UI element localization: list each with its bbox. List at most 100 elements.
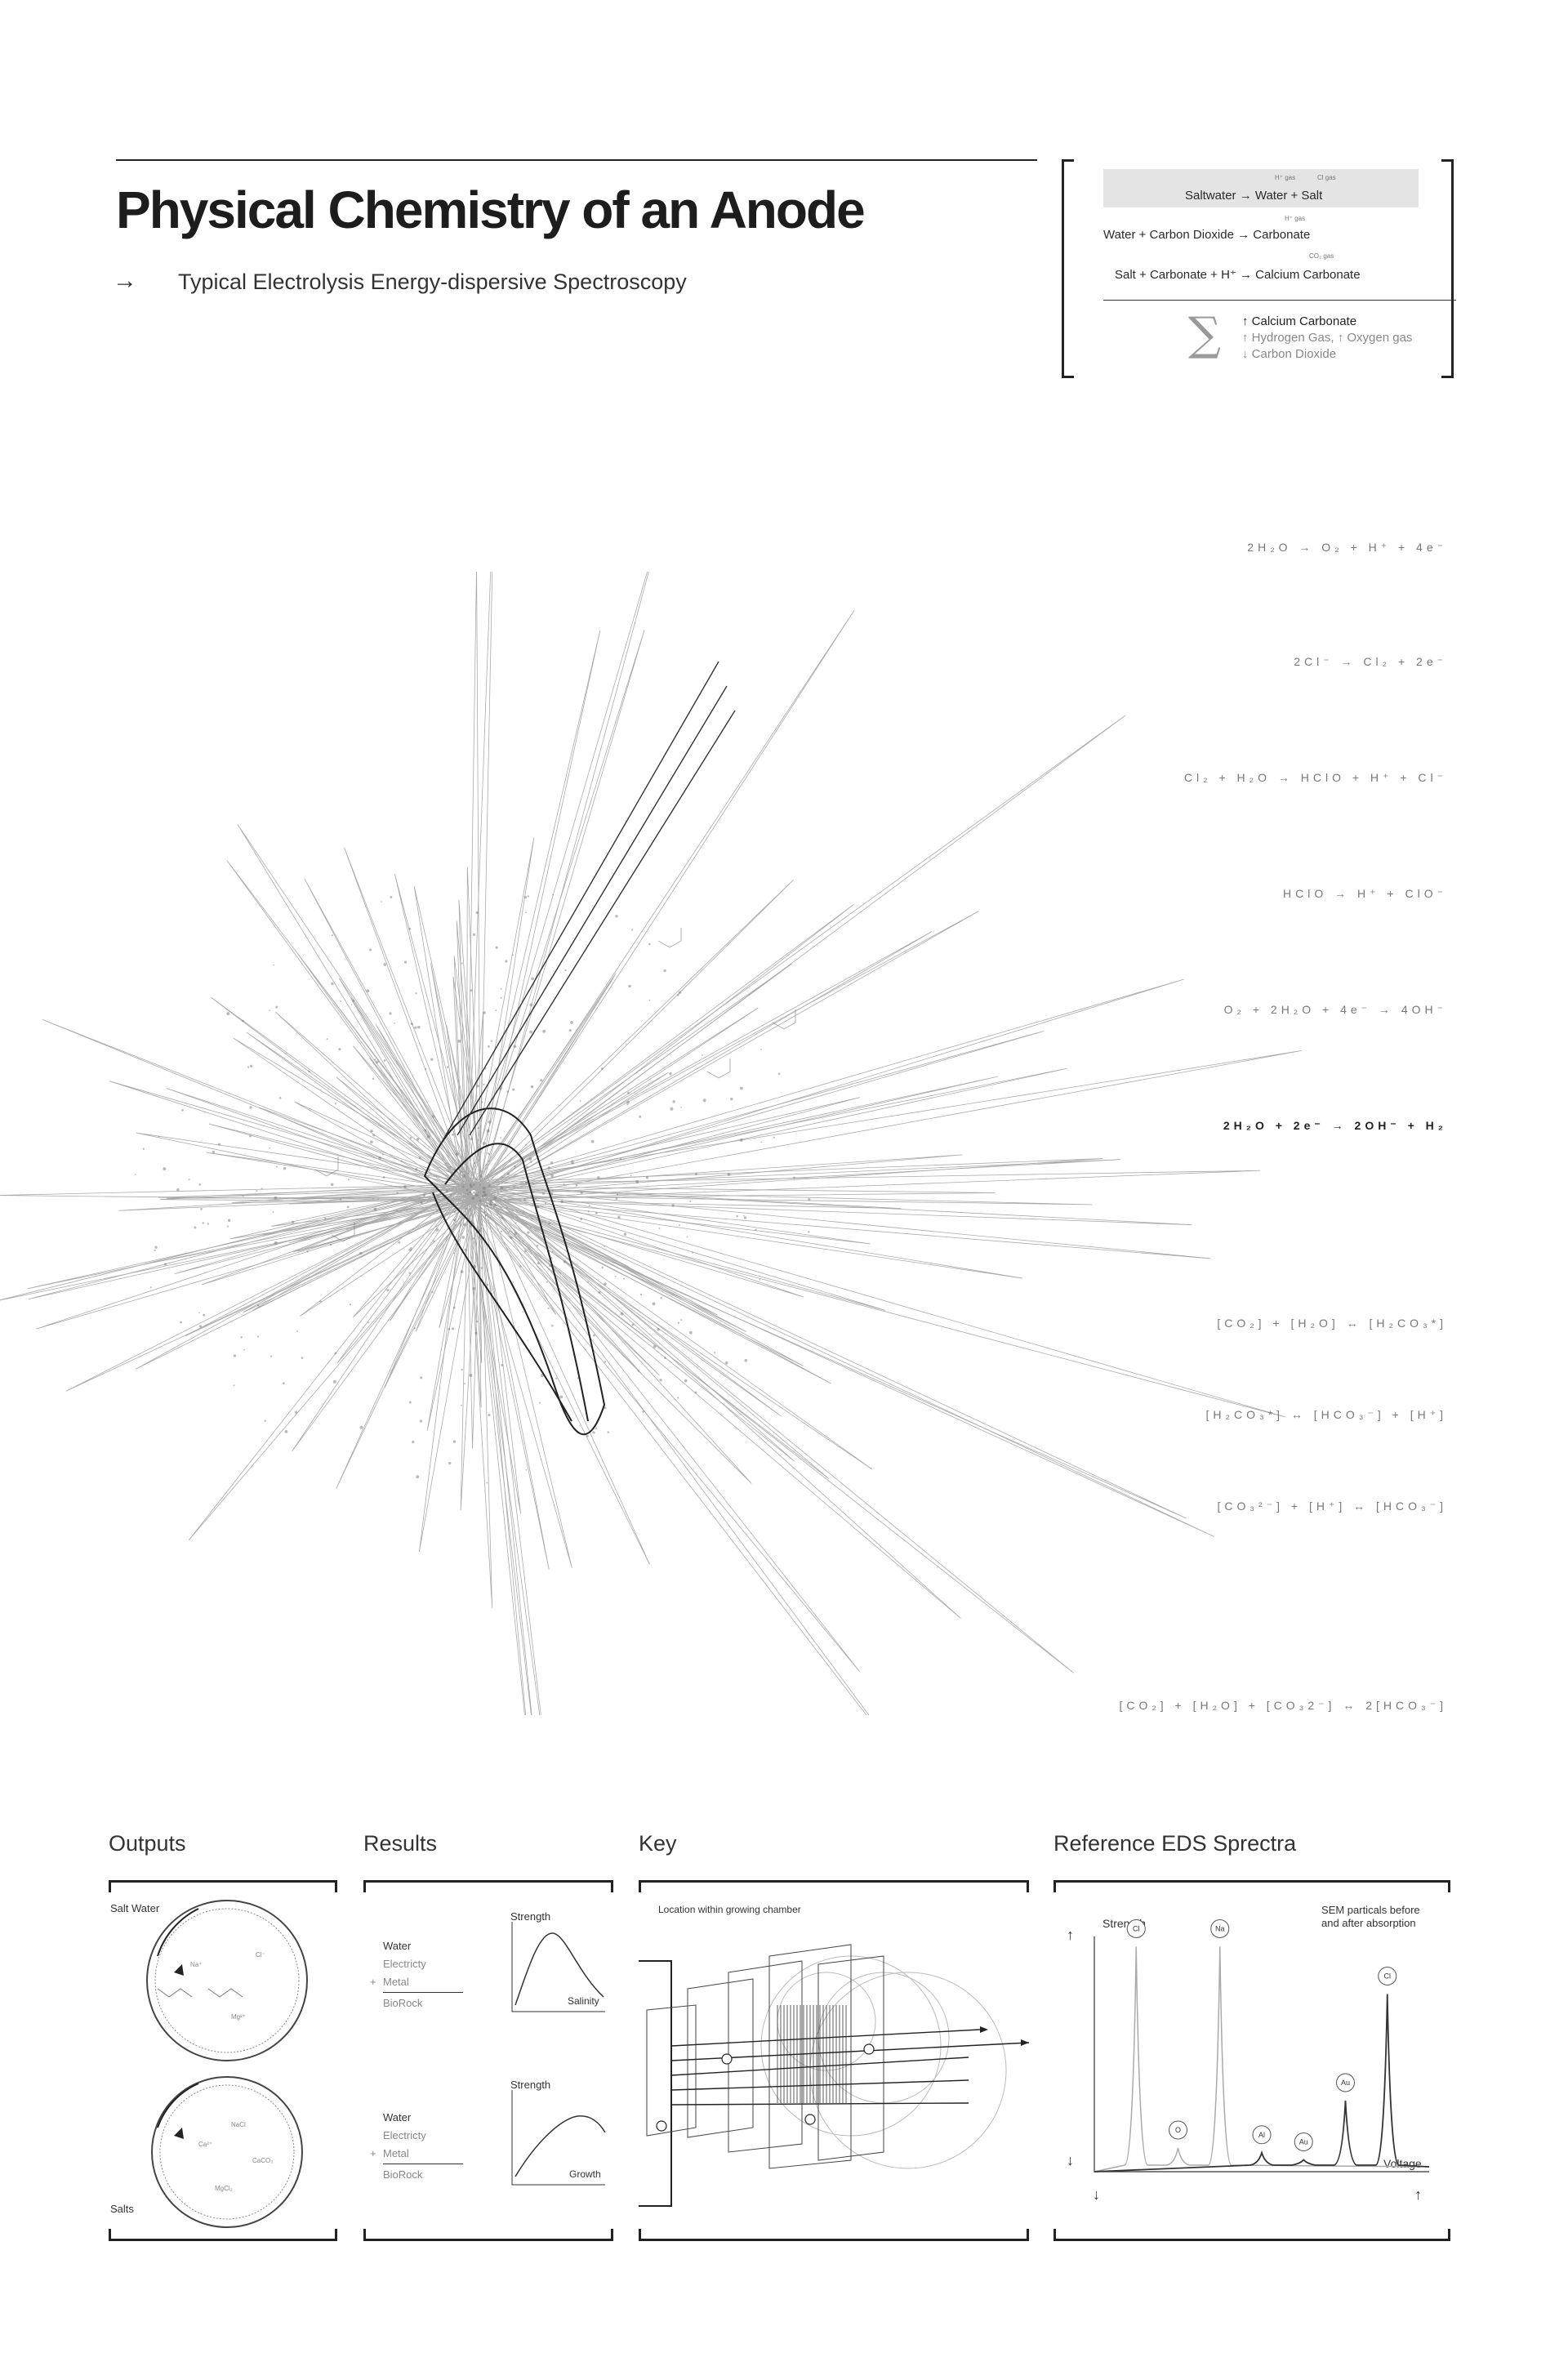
burst-ray — [336, 1191, 477, 1489]
burst-particle — [677, 1321, 679, 1324]
burst-particle — [680, 1106, 683, 1108]
burst-particle — [389, 1012, 392, 1015]
burst-particle — [680, 1319, 683, 1321]
burst-particle — [592, 1431, 595, 1434]
burst-ray — [472, 1187, 1022, 1279]
burst-particle — [448, 1327, 451, 1330]
burst-particle — [373, 1207, 377, 1211]
burst-particle — [359, 1251, 363, 1255]
burst-ray — [466, 572, 649, 1195]
burst-particle — [424, 1067, 427, 1071]
burst-ray — [258, 1107, 477, 1200]
result-item: BioRock — [383, 2168, 423, 2181]
burst-particle — [760, 1049, 762, 1050]
burst-particle — [431, 1115, 435, 1118]
burst-particle — [505, 960, 508, 963]
burst-particle — [459, 1170, 463, 1174]
burst-ray — [466, 1186, 752, 1484]
burst-particle — [450, 1193, 452, 1196]
burst-particle — [414, 1168, 418, 1171]
burst-ray — [446, 1025, 480, 1194]
burst-particle — [486, 1129, 490, 1133]
burst-ray — [471, 1186, 804, 1298]
burst-particle — [378, 1156, 381, 1160]
burst-particle — [615, 915, 618, 918]
arrow-right-icon: → — [113, 267, 137, 294]
burst-ray — [469, 973, 617, 1196]
burst-particle — [381, 1153, 384, 1156]
burst-particle — [620, 1312, 624, 1316]
burst-particle — [461, 1236, 466, 1239]
burst-particle — [149, 1286, 152, 1289]
burst-particle — [226, 1225, 229, 1228]
burst-ray — [65, 1186, 478, 1392]
anode-burst-graphic — [0, 572, 1302, 1715]
burst-ray — [262, 1185, 475, 1236]
burst-particle — [702, 1099, 706, 1103]
burst-particle — [452, 1218, 457, 1222]
burst-particle — [514, 1165, 516, 1168]
result-item: Water — [383, 1940, 412, 1952]
burst-ray — [297, 1182, 478, 1252]
burst-particle — [600, 1067, 604, 1070]
arrow-up-icon: ↑ — [1067, 1927, 1074, 1943]
burst-particle — [677, 994, 679, 996]
burst-ray — [470, 931, 933, 1198]
burst-particle — [416, 1475, 420, 1479]
reaction-line-2: Water + Carbon Dioxide → Carbonate — [1103, 228, 1311, 242]
peak-marker — [1210, 1919, 1230, 1938]
burst-particle — [283, 1166, 287, 1170]
burst-particle — [489, 1202, 492, 1206]
burst-particle — [483, 1190, 486, 1194]
burst-particle — [530, 1161, 532, 1164]
burst-ray — [473, 1158, 1103, 1202]
burst-particle — [473, 1183, 475, 1186]
burst-particle — [808, 1198, 811, 1201]
burst-particle — [284, 1430, 288, 1433]
burst-particle — [730, 1097, 733, 1101]
burst-particle — [396, 1192, 399, 1194]
burst-particle — [465, 1210, 466, 1213]
burst-ray — [42, 1019, 475, 1196]
burst-particle — [551, 1250, 554, 1253]
burst-ray — [468, 1192, 541, 1715]
burst-particle — [692, 1251, 694, 1254]
burst-particle — [484, 1214, 487, 1217]
burst-particle — [689, 1200, 692, 1202]
burst-particle — [375, 1060, 379, 1064]
output-line: ↑ Calcium Carbonate — [1242, 314, 1357, 328]
burst-particle — [435, 1210, 439, 1213]
burst-particle — [535, 1197, 537, 1201]
burst-particle — [467, 1173, 470, 1174]
chamber-bar — [639, 1960, 672, 2207]
ion-label: MgCl₂ — [215, 2185, 233, 2192]
burst-particle — [490, 1040, 492, 1042]
burst-ray — [466, 1192, 481, 1449]
graph1-axes — [511, 1922, 605, 2012]
burst-particle — [595, 1211, 598, 1214]
burst-particle — [607, 1431, 610, 1433]
burst-particle — [512, 1088, 515, 1091]
burst-ray — [470, 963, 792, 1197]
burst-particle — [243, 1348, 245, 1351]
burst-particle — [464, 1382, 466, 1384]
burst-particle — [446, 1066, 449, 1068]
burst-particle — [488, 1413, 491, 1417]
burst-particle — [370, 1130, 373, 1133]
burst-particle — [416, 1025, 421, 1029]
burst-particle — [383, 1058, 386, 1062]
burst-particle — [261, 1188, 263, 1190]
equation: 2H₂O → O₂ + H⁺ + 4e⁻ — [1247, 541, 1447, 554]
burst-particle — [648, 999, 651, 1001]
burst-particle — [474, 1178, 478, 1181]
burst-particle — [532, 1183, 535, 1185]
burst-particle — [527, 895, 529, 898]
burst-ray — [158, 1185, 474, 1200]
burst-ray — [470, 610, 855, 1195]
burst-particle — [386, 1289, 390, 1292]
burst-particle — [601, 1266, 604, 1269]
burst-ray — [467, 572, 493, 1193]
burst-particle — [455, 1152, 459, 1156]
burst-ray — [469, 629, 645, 1194]
burst-particle — [488, 1120, 492, 1124]
